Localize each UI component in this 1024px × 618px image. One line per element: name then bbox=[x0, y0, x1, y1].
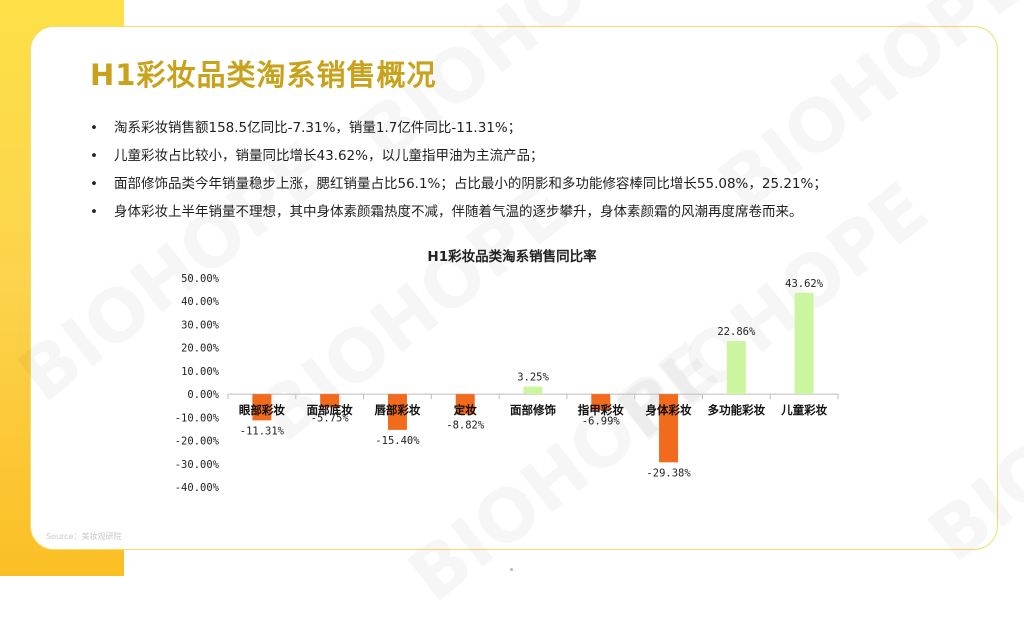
source-note: Source：美妆观研院 bbox=[46, 532, 122, 541]
category-label: 面部修饰 bbox=[510, 403, 556, 417]
bullet-item: 面部修饰品类今年销量稳步上涨，腮红销量占比56.1%；占比最小的阴影和多功能修容… bbox=[90, 174, 970, 194]
y-tick-label: 0.00% bbox=[187, 389, 219, 401]
data-label: -5.75% bbox=[311, 412, 350, 424]
category-label: 儿童彩妆 bbox=[780, 403, 827, 417]
y-tick-label: 30.00% bbox=[181, 319, 220, 331]
bullet-item: 儿童彩妆占比较小，销量同比增长43.62%，以儿童指甲油为主流产品； bbox=[90, 146, 970, 166]
data-label: -8.82% bbox=[446, 420, 485, 432]
page-title: H1彩妆品类淘系销售概况 bbox=[90, 58, 437, 92]
bullet-list: 淘系彩妆销售额158.5亿同比-7.31%，销量1.7亿件同比-11.31%； … bbox=[90, 118, 970, 230]
bar bbox=[320, 394, 340, 408]
data-label: -11.31% bbox=[240, 425, 285, 437]
category-label: 唇部彩妆 bbox=[374, 403, 420, 417]
data-label: 3.25% bbox=[517, 372, 549, 384]
bar bbox=[794, 292, 814, 395]
y-tick-label: -30.00% bbox=[175, 459, 220, 471]
bar bbox=[387, 394, 407, 430]
data-label: 22.86% bbox=[717, 326, 756, 338]
category-label: 定妆 bbox=[454, 403, 477, 417]
bar-chart: 50.00% 40.00% 30.00% 20.00% 10.00% 0.00% -10.0… bbox=[175, 273, 839, 494]
y-tick-label: 40.00% bbox=[181, 296, 220, 308]
y-tick-label: 50.00% bbox=[181, 273, 220, 285]
bar bbox=[252, 394, 272, 421]
category-label: 身体彩妆 bbox=[646, 403, 692, 417]
y-tick-label: 10.00% bbox=[181, 366, 220, 378]
category-label: 多功能彩妆 bbox=[708, 403, 766, 417]
category-label: 面部底妆 bbox=[307, 403, 353, 417]
category-label: 指甲彩妆 bbox=[578, 403, 624, 417]
content-card bbox=[30, 26, 998, 550]
y-tick-label: -20.00% bbox=[175, 436, 220, 448]
bar bbox=[455, 394, 475, 415]
bullet-item: 淘系彩妆销售额158.5亿同比-7.31%，销量1.7亿件同比-11.31%； bbox=[90, 118, 970, 138]
page-indicator-dot bbox=[510, 568, 513, 571]
bar bbox=[726, 341, 746, 395]
data-label: 43.62% bbox=[785, 278, 824, 290]
category-label: 眼部彩妆 bbox=[239, 403, 285, 417]
data-label: -6.99% bbox=[582, 415, 621, 427]
y-tick-label: -10.00% bbox=[175, 412, 220, 424]
y-tick-label: -40.00% bbox=[175, 482, 220, 494]
bullet-item: 身体彩妆上半年销量不理想，其中身体素颜霜热度不减，伴随着气温的逐步攀升，身体素颜… bbox=[90, 202, 970, 222]
y-tick-label: 20.00% bbox=[181, 343, 220, 355]
chart-title: H1彩妆品类淘系销售同比率 bbox=[427, 249, 597, 265]
bar bbox=[523, 386, 543, 395]
bar bbox=[659, 394, 679, 463]
data-label: -29.38% bbox=[646, 467, 691, 479]
data-label: -15.40% bbox=[375, 435, 420, 447]
bar bbox=[591, 394, 611, 411]
